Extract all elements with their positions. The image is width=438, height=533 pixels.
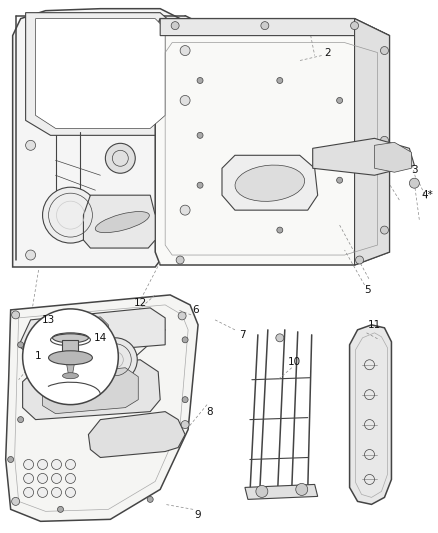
Polygon shape — [63, 340, 78, 358]
Circle shape — [25, 140, 35, 150]
Circle shape — [66, 487, 75, 497]
Circle shape — [180, 46, 190, 55]
Text: 12: 12 — [134, 298, 147, 308]
Circle shape — [381, 46, 389, 54]
Text: 8: 8 — [207, 407, 213, 417]
Circle shape — [38, 459, 48, 470]
Circle shape — [8, 456, 14, 463]
Circle shape — [23, 309, 118, 405]
Ellipse shape — [49, 351, 92, 365]
Circle shape — [171, 22, 179, 30]
Polygon shape — [222, 155, 318, 210]
Circle shape — [276, 334, 284, 342]
Polygon shape — [66, 358, 75, 375]
Text: 14: 14 — [94, 333, 107, 343]
Circle shape — [337, 98, 343, 103]
Circle shape — [25, 250, 35, 260]
Circle shape — [182, 337, 188, 343]
Circle shape — [381, 226, 389, 234]
Ellipse shape — [95, 212, 149, 233]
Polygon shape — [245, 484, 318, 499]
Polygon shape — [13, 9, 188, 267]
Circle shape — [277, 227, 283, 233]
Polygon shape — [313, 139, 414, 175]
Circle shape — [38, 473, 48, 483]
Polygon shape — [83, 195, 155, 248]
Circle shape — [66, 459, 75, 470]
Text: 2: 2 — [325, 47, 331, 58]
Circle shape — [24, 473, 34, 483]
Circle shape — [66, 473, 75, 483]
Ellipse shape — [53, 333, 88, 343]
Circle shape — [106, 143, 135, 173]
Polygon shape — [19, 308, 165, 356]
Circle shape — [12, 311, 20, 319]
Polygon shape — [160, 19, 389, 36]
Polygon shape — [88, 411, 185, 457]
Circle shape — [410, 178, 419, 188]
Polygon shape — [42, 368, 138, 414]
Circle shape — [178, 312, 186, 320]
Circle shape — [176, 256, 184, 264]
Text: 1: 1 — [35, 351, 42, 361]
Circle shape — [296, 483, 308, 495]
Text: 13: 13 — [42, 315, 55, 325]
Circle shape — [350, 22, 359, 30]
Ellipse shape — [235, 165, 305, 201]
Text: 7: 7 — [239, 330, 245, 340]
Circle shape — [356, 256, 364, 264]
Polygon shape — [350, 325, 392, 504]
Circle shape — [337, 177, 343, 183]
Text: 11: 11 — [368, 320, 381, 330]
Polygon shape — [374, 142, 411, 172]
Circle shape — [256, 486, 268, 497]
Circle shape — [147, 496, 153, 503]
Circle shape — [38, 487, 48, 497]
Text: 10: 10 — [288, 357, 301, 367]
Circle shape — [12, 497, 20, 505]
Circle shape — [42, 187, 99, 243]
Circle shape — [18, 342, 24, 348]
Polygon shape — [31, 317, 108, 352]
Circle shape — [24, 487, 34, 497]
Circle shape — [180, 95, 190, 106]
Text: 9: 9 — [195, 511, 201, 520]
Text: 5: 5 — [364, 285, 371, 295]
Circle shape — [261, 22, 269, 30]
Circle shape — [52, 459, 61, 470]
Circle shape — [197, 182, 203, 188]
Circle shape — [52, 473, 61, 483]
Circle shape — [93, 338, 137, 382]
Circle shape — [381, 136, 389, 144]
Ellipse shape — [63, 373, 78, 379]
Circle shape — [181, 421, 189, 429]
Circle shape — [197, 132, 203, 139]
Polygon shape — [155, 19, 389, 265]
Circle shape — [57, 506, 64, 512]
Circle shape — [277, 77, 283, 84]
Polygon shape — [6, 295, 198, 521]
Text: 4*: 4* — [421, 190, 433, 200]
Circle shape — [182, 397, 188, 402]
Circle shape — [24, 459, 34, 470]
Circle shape — [18, 417, 24, 423]
Polygon shape — [25, 13, 175, 135]
Text: 3: 3 — [411, 165, 418, 175]
Polygon shape — [23, 360, 160, 419]
Polygon shape — [355, 19, 389, 265]
Circle shape — [197, 77, 203, 84]
Text: 6: 6 — [192, 305, 198, 315]
Polygon shape — [35, 19, 165, 128]
Circle shape — [52, 487, 61, 497]
Circle shape — [180, 205, 190, 215]
